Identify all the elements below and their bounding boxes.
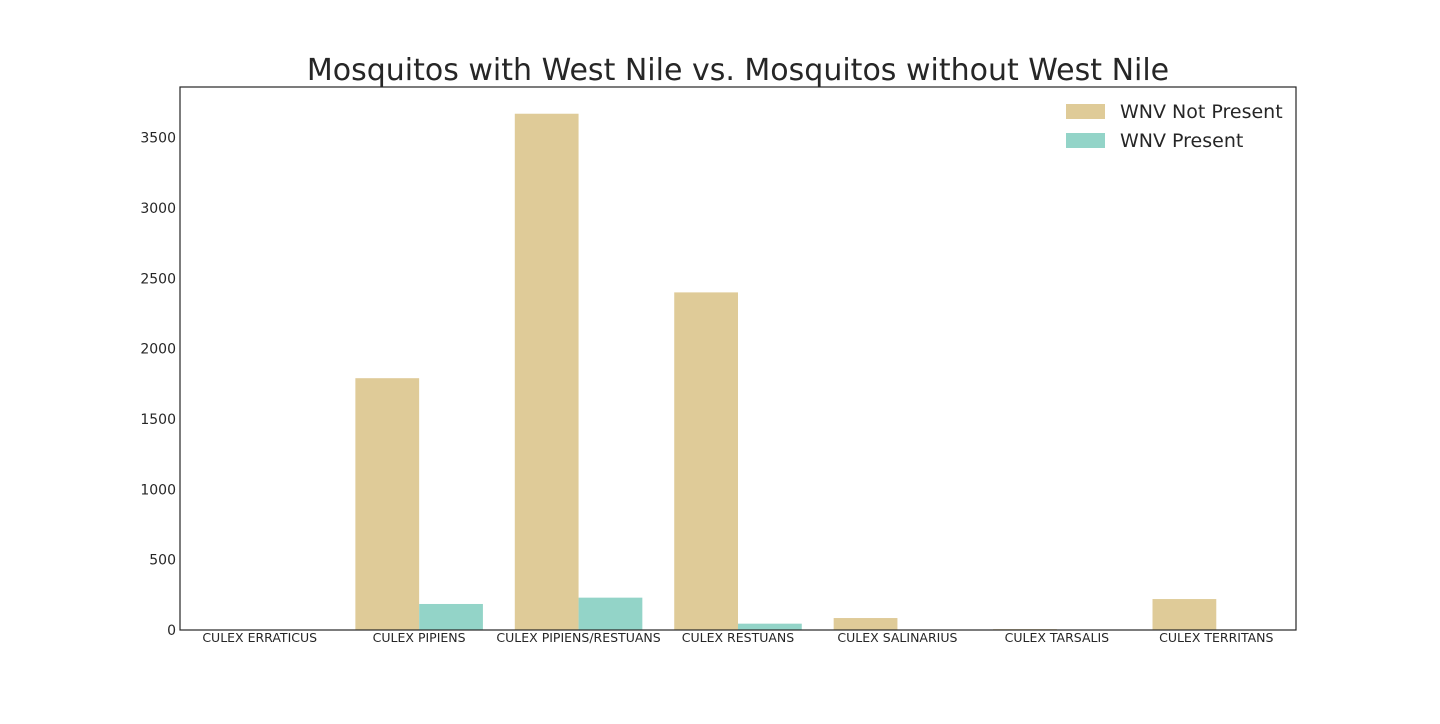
legend-swatch [1066, 104, 1105, 119]
x-tick-label: CULEX PIPIENS [373, 630, 466, 645]
legend-swatch [1066, 133, 1105, 148]
x-tick-label: CULEX RESTUANS [682, 630, 794, 645]
y-tick-labels: 0 500 1000 1500 2000 2500 3000 3500 [140, 131, 176, 639]
x-tick-label: CULEX TERRITANS [1159, 630, 1273, 645]
legend: WNV Not Present WNV Present [1066, 101, 1283, 152]
bar-wnv-not-present-2 [515, 114, 579, 630]
x-tick-label: CULEX SALINARIUS [837, 630, 957, 645]
bars-layer [196, 114, 1216, 630]
bar-wnv-not-present-6 [1153, 599, 1217, 630]
bar-wnv-not-present-1 [355, 378, 419, 630]
chart-title: Mosquitos with West Nile vs. Mosquitos w… [307, 53, 1169, 88]
bar-wnv-not-present-3 [674, 292, 738, 630]
legend-label: WNV Not Present [1120, 101, 1283, 123]
y-tick-label: 500 [149, 553, 176, 569]
x-tick-label: CULEX ERRATICUS [202, 630, 317, 645]
y-tick-label: 1500 [140, 412, 176, 428]
y-tick-label: 0 [167, 623, 176, 639]
y-tick-label: 2500 [140, 271, 176, 287]
y-tick-label: 2000 [140, 342, 176, 358]
bar-wnv-present-2 [579, 598, 643, 630]
y-tick-label: 1000 [140, 482, 176, 498]
y-tick-label: 3000 [140, 201, 176, 217]
bar-wnv-present-1 [419, 604, 483, 630]
x-tick-label: CULEX PIPIENS/RESTUANS [496, 630, 660, 645]
bar-wnv-not-present-4 [834, 618, 898, 630]
y-tick-label: 3500 [140, 131, 176, 147]
x-tick-label: CULEX TARSALIS [1005, 630, 1110, 645]
x-tick-labels: CULEX ERRATICUS CULEX PIPIENS CULEX PIPIEN… [202, 630, 1273, 645]
legend-label: WNV Present [1120, 130, 1243, 152]
